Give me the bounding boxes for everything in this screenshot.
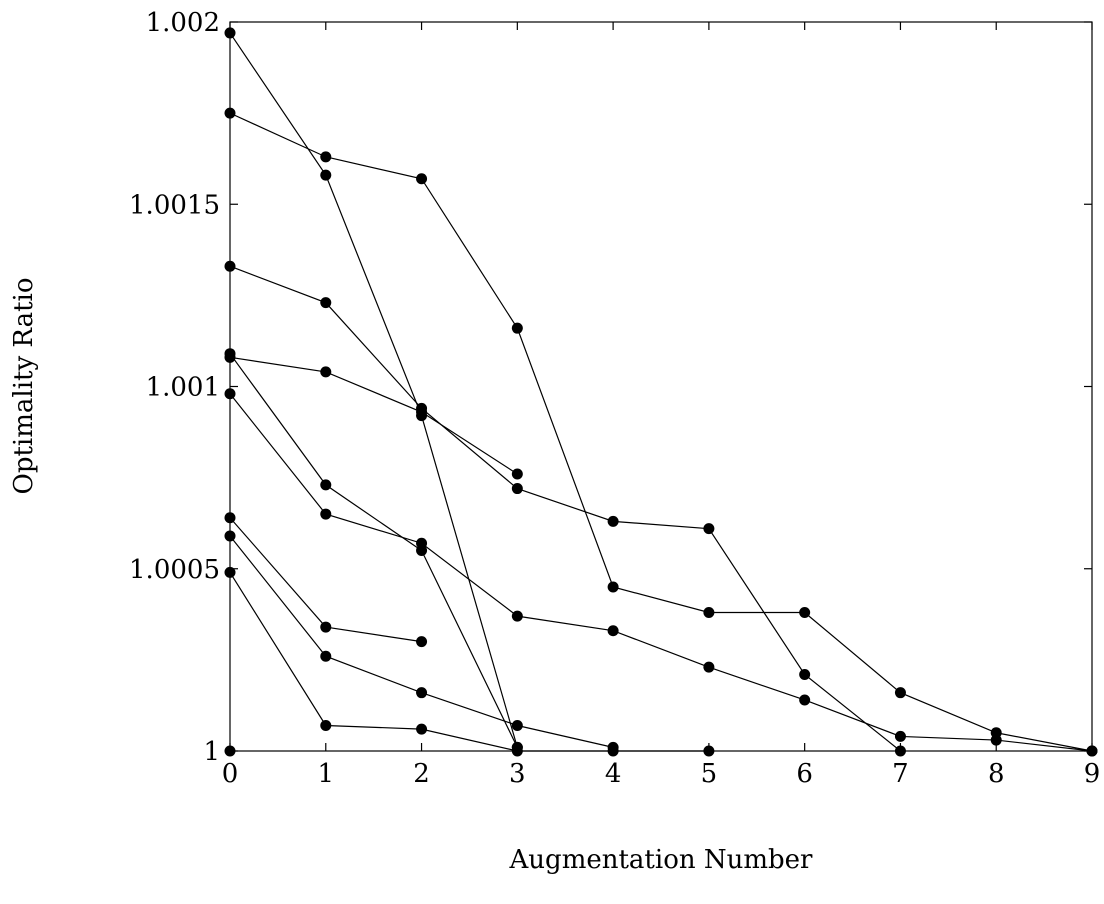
data-point (607, 515, 619, 527)
data-point (320, 621, 332, 633)
x-tick-label: 7 (892, 759, 909, 789)
x-tick-label: 9 (1084, 759, 1101, 789)
series-1 (224, 107, 1098, 757)
series-line (229, 353, 518, 748)
data-point (416, 406, 428, 418)
data-point (224, 260, 236, 272)
data-point (1086, 745, 1098, 757)
series-9 (224, 566, 715, 757)
x-tick-label: 5 (701, 759, 718, 789)
series-3 (224, 260, 906, 757)
data-point (416, 687, 428, 699)
y-tick-label: 1 (203, 737, 220, 767)
data-point (511, 468, 523, 480)
data-point (320, 366, 332, 378)
data-point (511, 719, 523, 731)
data-point (990, 734, 1002, 746)
y-tick-label: 1.001 (146, 373, 220, 403)
data-point (607, 581, 619, 593)
data-point (511, 322, 523, 334)
data-point (320, 479, 332, 491)
data-point (224, 512, 236, 524)
data-point (320, 508, 332, 520)
data-point (320, 719, 332, 731)
data-point (799, 694, 811, 706)
x-axis-title: Augmentation Number (509, 845, 814, 875)
data-point (320, 169, 332, 181)
data-point (416, 173, 428, 185)
data-point (799, 668, 811, 680)
series-group (224, 27, 1098, 757)
x-tick-label: 2 (413, 759, 430, 789)
x-tick-label: 3 (509, 759, 526, 789)
series-5 (224, 348, 523, 753)
data-point (894, 730, 906, 742)
data-point (416, 636, 428, 648)
x-tick-label: 1 (318, 759, 335, 789)
y-tick-label: 1.0005 (129, 555, 220, 585)
series-4 (224, 351, 523, 480)
series-6 (224, 388, 1098, 757)
y-tick-label: 1.002 (146, 8, 220, 38)
data-point (224, 107, 236, 119)
series-line (229, 112, 1093, 752)
x-tick-label: 0 (222, 759, 239, 789)
y-tick-label: 1.0015 (129, 190, 220, 220)
data-point (607, 745, 619, 757)
series-line (229, 393, 1093, 752)
data-point (511, 483, 523, 495)
data-point (224, 27, 236, 39)
series-line (229, 265, 901, 752)
x-tick-label: 8 (988, 759, 1005, 789)
x-tick-label: 6 (796, 759, 813, 789)
data-point (703, 523, 715, 535)
data-point (416, 537, 428, 549)
series-line (229, 32, 518, 748)
data-point (224, 566, 236, 578)
data-point (703, 745, 715, 757)
series-10 (224, 745, 236, 757)
y-axis-title: Optimality Ratio (9, 277, 39, 494)
data-point (224, 745, 236, 757)
data-point (224, 388, 236, 400)
data-point (894, 745, 906, 757)
data-point (703, 606, 715, 618)
data-point (320, 297, 332, 309)
series-line (229, 572, 709, 752)
series-7 (224, 512, 428, 648)
data-point (894, 687, 906, 699)
data-point (224, 530, 236, 542)
series-2 (224, 27, 523, 753)
data-point (511, 610, 523, 622)
data-point (703, 661, 715, 673)
series-line (229, 356, 518, 475)
data-point (320, 650, 332, 662)
data-point (607, 625, 619, 637)
data-point (320, 151, 332, 163)
data-point (224, 348, 236, 360)
data-point (799, 606, 811, 618)
data-point (416, 723, 428, 735)
data-point (511, 745, 523, 757)
x-tick-label: 4 (605, 759, 622, 789)
